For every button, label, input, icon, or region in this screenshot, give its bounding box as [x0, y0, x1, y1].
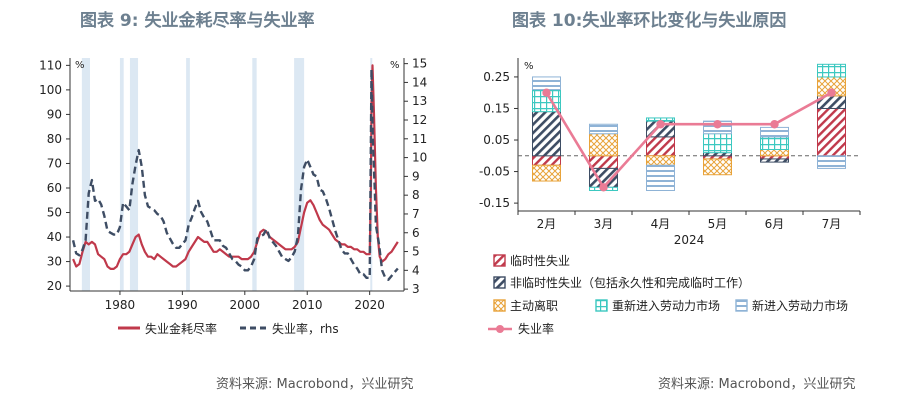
bar-segment	[760, 136, 789, 150]
right-y-tick-label: 11	[412, 132, 427, 146]
bar-segment	[817, 155, 846, 169]
x-tick-label: 5月	[708, 217, 728, 231]
left-y-tick-label: 100	[39, 83, 62, 97]
bar-segment	[703, 158, 732, 176]
right-y-tick-label: 4	[412, 263, 420, 277]
left-chart-title: 图表 9: 失业金耗尽率与失业率	[80, 11, 315, 31]
legend-swatch	[595, 299, 608, 312]
right-chart-title: 图表 10:失业率环比变化与失业原因	[512, 11, 787, 31]
right-y-tick-label: 13	[412, 94, 427, 108]
y-tick-label: 0.25	[483, 70, 510, 84]
recession-band	[252, 58, 257, 291]
unemployment-rate-line	[545, 91, 833, 190]
x-tick-label: 2月	[537, 217, 557, 231]
right-chart: 0.250.150.05-0.05-0.15%2月 3月 4月 5月 6月 7月2024 …	[479, 58, 861, 336]
right-y-tick-label: 15	[412, 57, 427, 71]
recession-band	[119, 58, 124, 291]
unemployment-rate-point	[542, 88, 551, 97]
left-legend: 失业金耗尽率 失业率，rhs	[118, 321, 339, 336]
unemployment-rate-point	[599, 183, 608, 192]
unemployment-rate-point	[770, 120, 779, 129]
y-tick-label: 0.15	[483, 101, 510, 115]
x-tick-label: 2020	[354, 298, 385, 312]
x-tick-label: 1990	[167, 298, 198, 312]
bar-segment	[760, 126, 789, 138]
bar-segment	[817, 107, 846, 157]
legend-label: 重新进入劳动力市场	[612, 298, 720, 313]
left-y-tick-label: 30	[47, 255, 62, 269]
bar-segment	[589, 133, 618, 157]
unit-label: %	[524, 61, 534, 72]
legend-marker	[496, 325, 504, 333]
legend-label: 临时性失业	[510, 253, 570, 268]
legend-label: 失业率	[518, 321, 554, 336]
left-y-tick-label: 60	[47, 181, 62, 195]
left-y-tick-label: 40	[47, 230, 62, 244]
unemployment-rate-point	[827, 88, 836, 97]
right-y-tick-label: 12	[412, 113, 427, 127]
legend-label-exhaustion: 失业金耗尽率	[145, 321, 217, 336]
legend-swatch	[493, 276, 506, 289]
bar-segment	[532, 155, 561, 166]
left-source: 资料来源: Macrobond，兴业研究	[216, 377, 414, 392]
bar-segment	[760, 148, 789, 157]
bar-segment	[703, 133, 732, 154]
x-tick-label: 6月	[765, 217, 785, 231]
bar-segment	[589, 155, 618, 169]
y-tick-label: -0.15	[479, 196, 510, 210]
right-y-tick-label: 7	[412, 207, 420, 221]
legend-label-unemployment: 失业率，rhs	[272, 321, 339, 336]
legend-label: 主动离职	[510, 298, 558, 313]
left-y-tick-label: 50	[47, 206, 62, 220]
legend-label: 非临时性失业（包括永久性和完成临时工作）	[510, 275, 750, 290]
bar-segment	[532, 111, 561, 157]
left-unit-label: %	[75, 60, 85, 71]
right-y-tick-label: 8	[412, 188, 420, 202]
bar-segment	[760, 158, 789, 163]
bar-segment	[646, 164, 675, 191]
year-label: 2024	[674, 233, 705, 247]
y-tick-label: 0.05	[483, 133, 510, 147]
bar-segment	[646, 136, 675, 157]
bar-segment	[589, 123, 618, 135]
x-tick-label: 1980	[105, 298, 136, 312]
x-tick-label: 7月	[822, 217, 842, 231]
x-tick-label: 2010	[292, 298, 323, 312]
recession-band	[294, 58, 305, 291]
unemployment-rate-line	[71, 68, 399, 281]
bar-segment	[532, 164, 561, 182]
right-y-tick-label: 5	[412, 245, 420, 259]
legend-swatch	[735, 299, 748, 312]
legend-label: 新进入劳动力市场	[752, 298, 848, 313]
legend-swatch	[493, 254, 506, 267]
y-tick-label: -0.05	[479, 165, 510, 179]
bar-segment	[532, 76, 561, 91]
exhaustion-rate-line	[72, 64, 399, 270]
unemployment-rate-point	[656, 120, 665, 129]
recession-band	[186, 58, 190, 291]
x-tick-label: 2000	[230, 298, 261, 312]
right-y-tick-label: 14	[412, 75, 427, 89]
unemployment-rate-point	[713, 120, 722, 129]
left-y-tick-label: 90	[47, 107, 62, 121]
right-y-tick-label: 9	[412, 169, 420, 183]
left-y-tick-label: 70	[47, 156, 62, 170]
x-tick-label: 4月	[651, 217, 671, 231]
left-chart: 20 30 40 50 60 70 80 90 100 110 3 4 5 6 7 8 9 10 11 12 13 14 1…	[39, 57, 427, 336]
right-y-tick-label: 3	[412, 282, 420, 296]
right-y-tick-label: 6	[412, 226, 420, 240]
legend-swatch	[493, 299, 506, 312]
recession-band	[81, 58, 90, 291]
left-y-tick-label: 20	[47, 279, 62, 293]
x-tick-label: 3月	[594, 217, 614, 231]
bar-segment	[646, 155, 675, 166]
left-y-tick-label: 80	[47, 132, 62, 146]
right-y-tick-label: 10	[412, 151, 427, 165]
right-unit-label: %	[390, 60, 400, 71]
right-source: 资料来源: Macrobond，兴业研究	[658, 377, 856, 392]
recession-band	[129, 58, 139, 291]
bar-segment	[817, 63, 846, 78]
left-y-tick-label: 110	[39, 58, 62, 72]
